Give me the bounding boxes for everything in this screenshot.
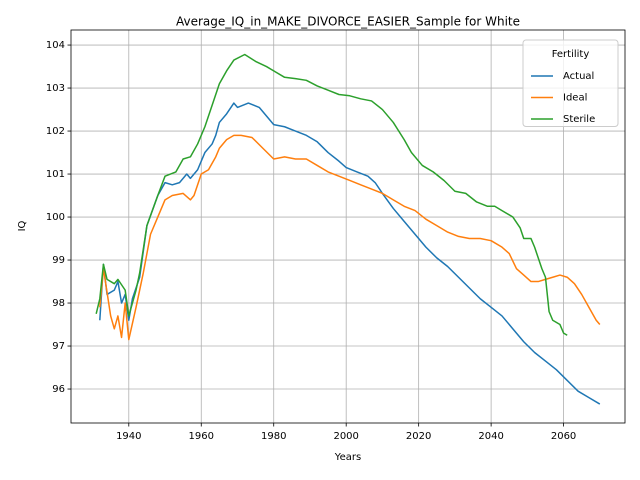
legend-title: Fertility bbox=[552, 49, 590, 60]
x-tick-label: 2040 bbox=[478, 431, 503, 442]
y-tick-label: 102 bbox=[46, 126, 65, 137]
legend-label: Actual bbox=[563, 71, 594, 82]
y-tick-label: 97 bbox=[52, 341, 65, 352]
x-tick-label: 1980 bbox=[261, 431, 286, 442]
y-tick-label: 101 bbox=[46, 169, 65, 180]
y-tick-label: 104 bbox=[46, 40, 65, 51]
plot-frame bbox=[70, 29, 626, 424]
y-tick-label: 99 bbox=[52, 255, 65, 266]
series-line bbox=[95, 53, 568, 336]
series-line bbox=[99, 134, 601, 341]
x-tick-label: 2020 bbox=[406, 431, 431, 442]
x-tick-label: 2000 bbox=[333, 431, 358, 442]
y-tick-label: 98 bbox=[52, 298, 65, 309]
legend-label: Ideal bbox=[563, 93, 587, 104]
y-tick-label: 96 bbox=[52, 384, 65, 395]
y-tick-label: 103 bbox=[46, 83, 65, 94]
chart-title: Average_IQ_in_MAKE_DIVORCE_EASIER_Sample… bbox=[176, 15, 520, 29]
legend-box bbox=[522, 39, 619, 127]
legend-label: Sterile bbox=[563, 114, 595, 125]
x-tick-label: 1940 bbox=[116, 431, 141, 442]
x-tick-label: 2060 bbox=[551, 431, 576, 442]
x-axis-label: Years bbox=[334, 452, 361, 463]
y-tick-label: 100 bbox=[46, 212, 65, 223]
x-tick-label: 1960 bbox=[189, 431, 214, 442]
y-axis-label: IQ bbox=[17, 220, 28, 231]
